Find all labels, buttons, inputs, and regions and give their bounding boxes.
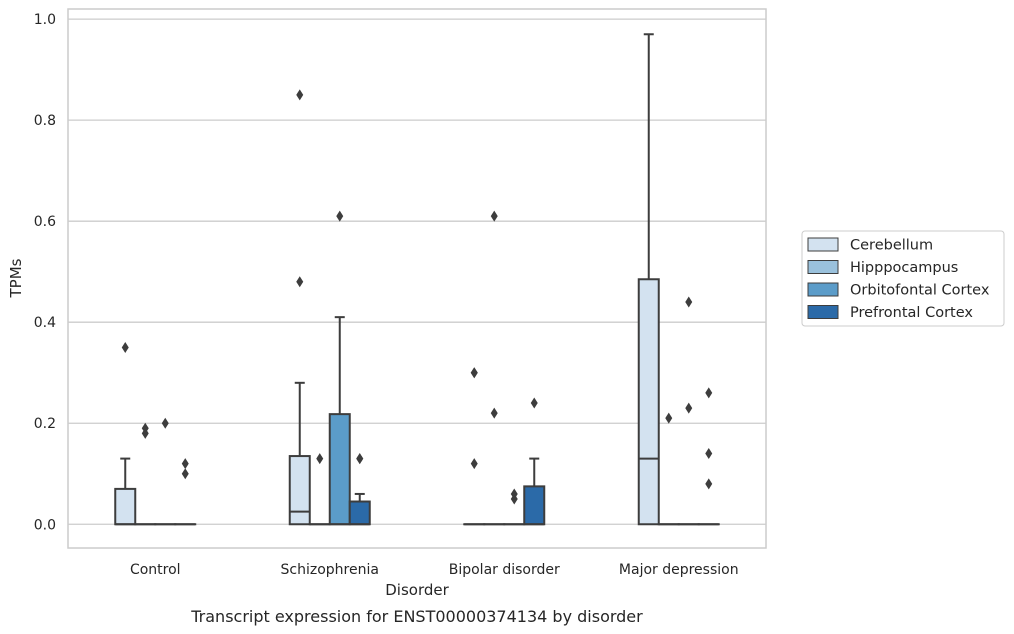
- x-axis-ticks: Control Schizophrenia Bipolar disorder Majo…: [130, 562, 739, 578]
- outlier-point: [705, 448, 713, 460]
- y-tick-label: 0.2: [34, 416, 56, 432]
- y-tick-label: 0.4: [34, 315, 56, 331]
- box-hipppocampus: [308, 453, 331, 526]
- box-prefrontal-cortex: [523, 397, 546, 526]
- box-hipppocampus: [657, 412, 680, 526]
- outlier-point: [705, 478, 713, 490]
- outlier-point: [161, 417, 169, 429]
- box-body: [523, 485, 546, 526]
- legend-entry: Hipppocampus: [807, 260, 958, 276]
- box-cerebellum: [114, 341, 137, 526]
- outlier-point: [336, 210, 344, 222]
- legend-entry: Cerebellum: [807, 237, 933, 254]
- x-tick-label: Major depression: [619, 562, 739, 578]
- legend-swatch: [807, 237, 839, 252]
- outlier-point: [296, 89, 304, 101]
- legend-label: Hipppocampus: [850, 260, 958, 276]
- y-tick-label: 0.6: [34, 214, 56, 230]
- box-orbitofontal-cortex: [328, 210, 351, 526]
- legend-label: Prefrontal Cortex: [850, 305, 973, 321]
- legend-entry: Orbitofontal Cortex: [807, 282, 990, 299]
- box-prefrontal-cortex: [174, 458, 197, 526]
- outlier-point: [296, 276, 304, 288]
- outlier-point: [141, 422, 149, 434]
- x-tick-label: Control: [130, 562, 181, 578]
- outlier-point: [530, 397, 538, 409]
- outlier-point: [665, 412, 673, 424]
- y-tick-label: 0.8: [34, 113, 56, 129]
- x-tick-label: Bipolar disorder: [449, 562, 560, 578]
- box-cerebellum: [288, 89, 311, 526]
- box-orbitofontal-cortex: [677, 296, 700, 526]
- legend-label: Orbitofontal Cortex: [850, 283, 990, 299]
- legend-label: Cerebellum: [850, 238, 933, 254]
- box-orbitofontal-cortex: [154, 417, 177, 526]
- outlier-point: [356, 453, 364, 465]
- legend-frame: [801, 230, 1005, 327]
- legend-entry: Prefrontal Cortex: [807, 305, 973, 321]
- box-prefrontal-cortex: [348, 453, 371, 526]
- box-body: [328, 413, 351, 526]
- y-axis-label: TPMs: [7, 258, 25, 298]
- plot-frame: [67, 8, 767, 549]
- legend-swatch: [807, 305, 839, 319]
- y-tick-label: 1.0: [34, 12, 56, 28]
- box-cerebellum: [637, 33, 660, 526]
- box-body: [637, 278, 660, 526]
- chart-caption: Transcript expression for ENST0000037413…: [190, 607, 643, 626]
- grid-lines: [68, 18, 766, 525]
- outlier-point: [510, 488, 518, 500]
- box-body: [288, 455, 311, 526]
- legend-swatch: [807, 260, 839, 274]
- box-prefrontal-cortex: [697, 387, 720, 526]
- outlier-point: [685, 296, 693, 308]
- box-body: [348, 500, 371, 526]
- outlier-point: [705, 387, 713, 399]
- outlier-point: [181, 468, 189, 480]
- outlier-point: [490, 210, 498, 222]
- outlier-point: [490, 407, 498, 419]
- box-hipppocampus: [134, 422, 157, 526]
- y-tick-label: 0.0: [34, 517, 56, 533]
- box-orbitofontal-cortex: [503, 488, 526, 526]
- box-cerebellum: [463, 367, 486, 526]
- outlier-point: [121, 341, 129, 353]
- outlier-point: [470, 367, 478, 379]
- outlier-point: [685, 402, 693, 414]
- y-axis-ticks: 0.0 0.2 0.4 0.6 0.8 1.0: [34, 12, 56, 533]
- x-axis-label: Disorder: [385, 581, 449, 599]
- outlier-point: [470, 458, 478, 470]
- x-tick-label: Schizophrenia: [281, 562, 379, 578]
- outlier-point: [181, 458, 189, 470]
- box-plot-marks: [114, 33, 720, 526]
- box-hipppocampus: [483, 210, 506, 526]
- legend-swatch: [807, 282, 839, 297]
- legend: Cerebellum Hipppocampus Orbitofontal Corte…: [801, 230, 1005, 327]
- box-body: [114, 487, 137, 526]
- outlier-point: [316, 453, 324, 465]
